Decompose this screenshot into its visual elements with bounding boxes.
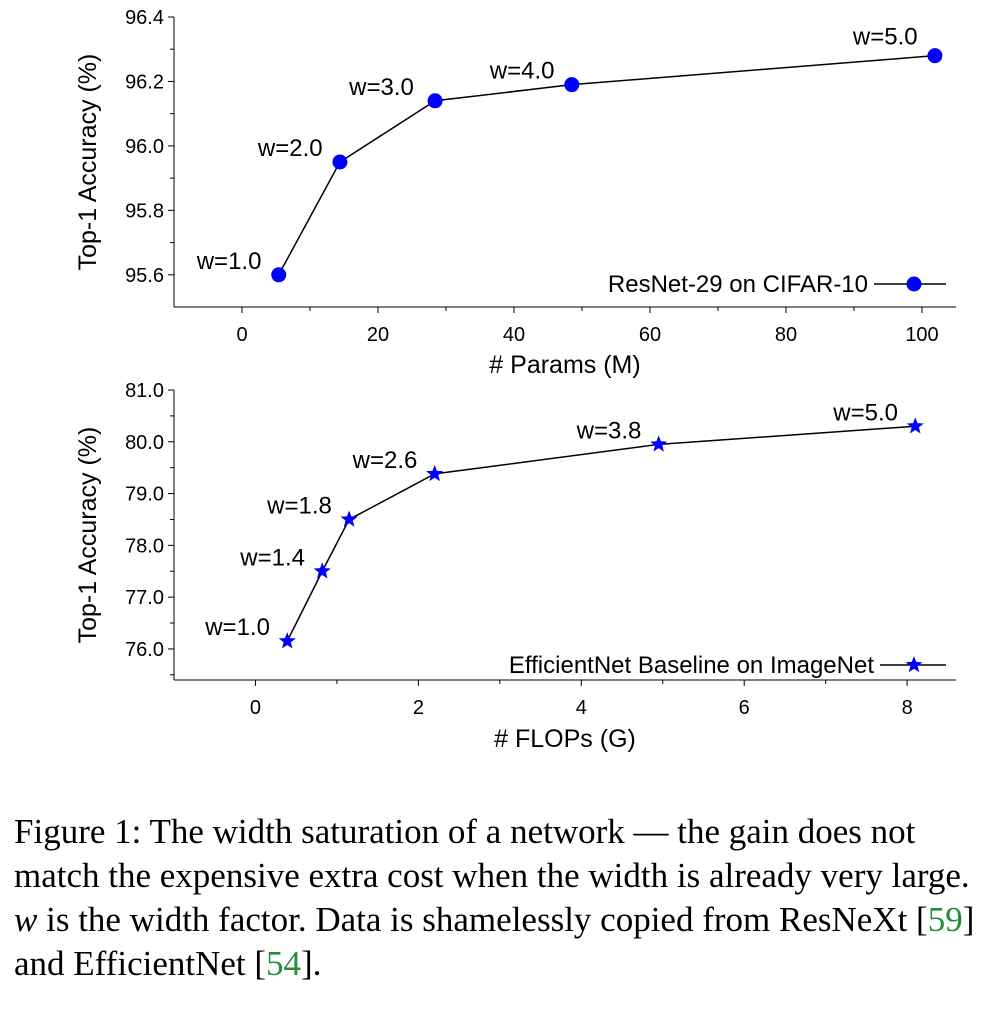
chart2-point-label: w=5.0 [832, 399, 898, 426]
figure-caption: Figure 1: The width saturation of a netw… [14, 810, 994, 986]
chart1-point-label: w=2.0 [257, 135, 323, 162]
chart2-point-label: w=1.4 [239, 544, 305, 571]
chart2-legend-label: EfficientNet Baseline on ImageNet [509, 652, 874, 679]
chart2-x-axis-label: # FLOPs (G) [494, 725, 636, 753]
chart1-data-point [564, 77, 580, 93]
chart1-y-axis-label: Top-1 Accuracy (%) [74, 54, 102, 271]
chart2-data-point [278, 632, 296, 649]
chart2-data-point [313, 562, 331, 579]
caption-math-w: w [14, 900, 38, 939]
chart2-y-tick-label: 78.0 [125, 535, 164, 557]
chart1-x-tick-label: 100 [905, 324, 938, 346]
chart2-y-tick-label: 77.0 [125, 587, 164, 609]
chart1-x-tick-label: 40 [503, 324, 525, 346]
chart2-point-label: w=1.8 [266, 492, 332, 519]
chart2-data-point [340, 510, 358, 527]
chart2-y-axis-label: Top-1 Accuracy (%) [74, 427, 102, 644]
chart1-legend-marker [906, 276, 922, 292]
chart1-legend-label: ResNet-29 on CIFAR-10 [608, 271, 868, 298]
caption-middle: is the width factor. Data is shamelessly… [37, 900, 928, 939]
chart1-data-point [271, 267, 287, 283]
chart2-x-tick-label: 8 [902, 697, 913, 719]
chart1-x-axis-label: # Params (M) [489, 351, 640, 379]
chart2-y-tick-label: 76.0 [125, 639, 164, 661]
chart1-y-tick-label: 95.8 [125, 200, 164, 222]
chart1-x-tick-label: 20 [367, 324, 389, 346]
chart1-y-tick-label: 96.0 [125, 136, 164, 158]
chart1-x-tick-label: 0 [236, 324, 247, 346]
chart1-data-point [427, 93, 443, 109]
chart1-point-label: w=1.0 [196, 248, 262, 275]
caption-suffix: ]. [301, 944, 322, 983]
chart2-point-label: w=1.0 [204, 614, 270, 641]
chart1-data-point [332, 154, 348, 170]
chart2-point-label: w=2.6 [352, 447, 418, 474]
chart2-y-tick-label: 81.0 [125, 380, 164, 402]
chart1-y-tick-label: 96.4 [125, 7, 164, 29]
chart1-point-label: w=5.0 [852, 24, 918, 51]
chart1-point-label: w=4.0 [489, 58, 555, 85]
chart2-x-tick-label: 4 [576, 697, 587, 719]
chart1-x-tick-label: 80 [775, 324, 797, 346]
chart2-data-point [650, 435, 668, 452]
chart2-x-tick-label: 2 [413, 697, 424, 719]
chart2-x-tick-label: 0 [250, 697, 261, 719]
chart1-data-point [927, 48, 943, 64]
chart2-series-line [286, 425, 916, 642]
chart2-x-tick-label: 6 [739, 697, 750, 719]
citation-link-efficientnet[interactable]: 54 [266, 944, 302, 983]
chart2-data-point [906, 417, 924, 434]
chart2-legend-marker [905, 656, 923, 673]
chart1-point-label: w=3.0 [348, 74, 414, 101]
chart1-y-tick-label: 95.6 [125, 265, 164, 287]
caption-between: ] and EfficientNet [ [14, 900, 975, 983]
chart2-y-tick-label: 79.0 [125, 484, 164, 506]
chart1-x-tick-label: 60 [639, 324, 661, 346]
chart2-y-tick-label: 80.0 [125, 432, 164, 454]
citation-link-resnext[interactable]: 59 [927, 900, 963, 939]
chart2-data-point [426, 464, 444, 482]
chart1-y-tick-label: 96.2 [125, 71, 164, 93]
chart2-point-label: w=3.8 [576, 417, 642, 444]
caption-prefix: Figure 1: The width saturation of a netw… [14, 812, 970, 895]
